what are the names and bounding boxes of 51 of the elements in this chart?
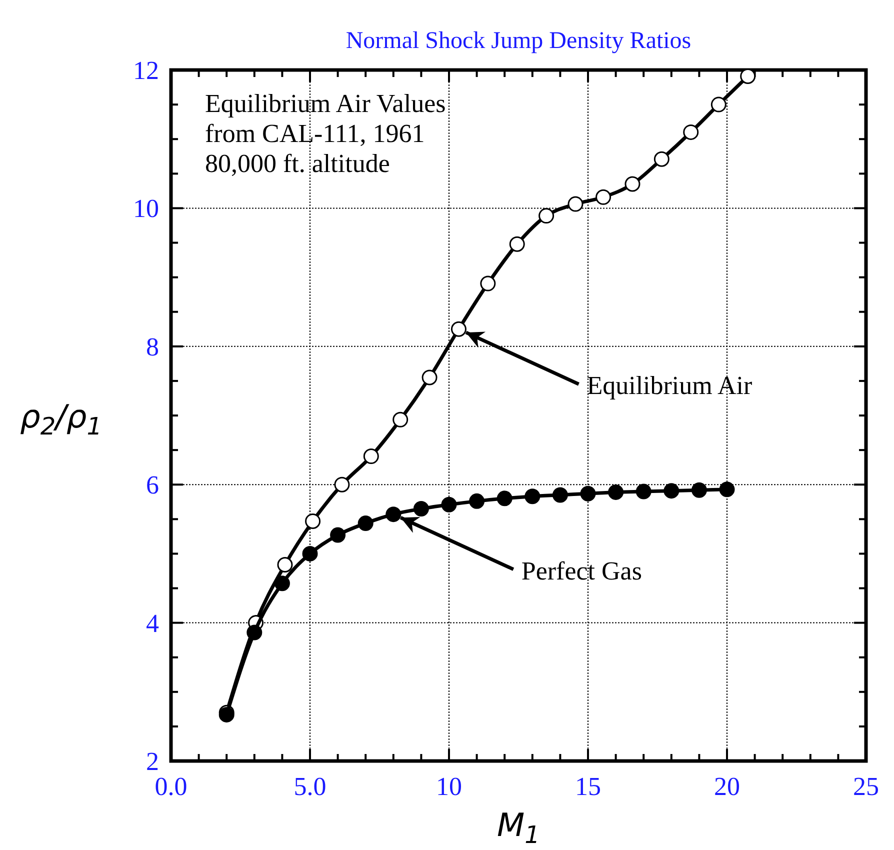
point [568,196,584,212]
point [664,483,680,499]
point [302,546,318,562]
point [305,513,321,529]
point [496,490,512,506]
point [274,576,290,592]
annotation: Equilibrium Air [586,371,752,400]
point [363,448,379,464]
point [524,488,540,504]
point [386,506,402,522]
point [246,624,262,640]
point [719,482,735,498]
point [480,276,496,292]
x-tick-label: 10 [436,772,462,801]
y-tick-label: 8 [146,332,159,362]
point [740,68,756,84]
point [413,501,429,517]
y-tick-label: 6 [146,470,159,500]
point [441,496,457,512]
point [683,124,699,140]
chart-title: Normal Shock Jump Density Ratios [346,28,692,54]
point [691,482,707,498]
point [710,96,726,112]
point [330,527,346,543]
point [334,476,350,492]
point [422,370,438,386]
point [636,484,652,500]
point [450,321,466,337]
point [509,236,525,252]
point [624,176,640,192]
point [580,486,596,502]
x-axis-title: M$_{1}$ [497,806,540,850]
x-tick-label: 25 [853,772,879,801]
x-tick-label: 5.0 [294,772,326,801]
point [654,151,670,167]
x-tick-label: 15 [575,772,601,801]
y-tick-label: 4 [146,608,159,638]
point [538,208,554,224]
point [552,487,568,503]
annotation: Equilibrium Air Values from CAL-111, 1961 80,000 ft. altitude [205,89,446,178]
x-tick-label: 20 [714,772,740,801]
y-axis-title: ρ$_{2}$/ρ$_{1}$ [20,398,102,441]
point [608,484,624,500]
y-tick-label: 10 [133,194,159,224]
point [392,412,408,428]
point [596,189,612,205]
point [358,516,374,532]
y-tick-label: 12 [133,56,159,85]
point [277,557,293,573]
point [469,493,485,509]
annotation: Perfect Gas [521,556,642,586]
